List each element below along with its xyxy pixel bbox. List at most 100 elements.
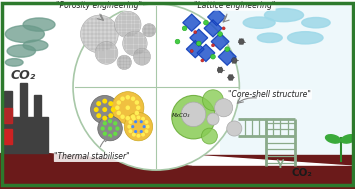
Ellipse shape: [194, 31, 197, 34]
Ellipse shape: [140, 130, 143, 133]
Ellipse shape: [218, 32, 223, 36]
Ellipse shape: [203, 20, 208, 25]
Ellipse shape: [81, 15, 118, 53]
Ellipse shape: [116, 100, 121, 105]
Polygon shape: [4, 83, 48, 153]
Ellipse shape: [103, 121, 107, 125]
Ellipse shape: [136, 134, 141, 138]
Text: CO₂: CO₂: [10, 69, 36, 82]
Text: "Thermal stabiliser": "Thermal stabiliser": [54, 152, 130, 161]
Ellipse shape: [341, 135, 355, 143]
Ellipse shape: [96, 113, 101, 118]
Polygon shape: [183, 14, 201, 31]
Ellipse shape: [202, 128, 217, 144]
Text: "Lattice engineering": "Lattice engineering": [193, 1, 275, 10]
Ellipse shape: [264, 9, 304, 22]
Ellipse shape: [231, 58, 237, 63]
Ellipse shape: [135, 100, 139, 105]
Ellipse shape: [243, 17, 275, 28]
Ellipse shape: [95, 42, 118, 64]
Ellipse shape: [23, 18, 55, 31]
Ellipse shape: [129, 129, 132, 133]
Ellipse shape: [131, 125, 134, 128]
Ellipse shape: [111, 107, 116, 112]
Ellipse shape: [136, 105, 141, 110]
Ellipse shape: [172, 95, 215, 139]
Ellipse shape: [108, 113, 113, 118]
Ellipse shape: [214, 99, 233, 117]
Ellipse shape: [239, 39, 244, 44]
Ellipse shape: [5, 26, 44, 43]
Text: MxCO₃: MxCO₃: [172, 113, 190, 118]
Polygon shape: [0, 153, 43, 189]
Ellipse shape: [115, 126, 120, 131]
Ellipse shape: [115, 105, 120, 110]
Polygon shape: [4, 108, 12, 123]
Polygon shape: [43, 153, 192, 189]
Ellipse shape: [326, 135, 340, 143]
Ellipse shape: [108, 126, 112, 131]
Ellipse shape: [132, 133, 136, 137]
FancyBboxPatch shape: [220, 4, 351, 155]
Ellipse shape: [196, 41, 201, 46]
Ellipse shape: [217, 67, 223, 73]
Ellipse shape: [227, 121, 242, 136]
Ellipse shape: [113, 132, 118, 136]
Ellipse shape: [133, 48, 151, 65]
Ellipse shape: [131, 115, 135, 119]
Ellipse shape: [201, 59, 204, 62]
Ellipse shape: [211, 54, 215, 59]
Ellipse shape: [102, 99, 107, 104]
Text: "Porosity engineering": "Porosity engineering": [56, 1, 142, 10]
Ellipse shape: [288, 32, 323, 44]
Ellipse shape: [182, 26, 187, 31]
Ellipse shape: [212, 44, 214, 47]
Text: CO₂: CO₂: [291, 168, 312, 178]
Ellipse shape: [207, 113, 219, 125]
Polygon shape: [186, 41, 204, 58]
Ellipse shape: [7, 45, 36, 57]
Ellipse shape: [225, 47, 230, 52]
Ellipse shape: [91, 95, 119, 124]
Polygon shape: [218, 48, 236, 65]
Ellipse shape: [112, 92, 144, 124]
Polygon shape: [197, 44, 215, 61]
Ellipse shape: [102, 107, 107, 112]
Ellipse shape: [136, 115, 141, 119]
Ellipse shape: [181, 102, 206, 127]
Ellipse shape: [144, 120, 148, 124]
Ellipse shape: [175, 39, 180, 44]
Ellipse shape: [141, 117, 145, 121]
Ellipse shape: [102, 116, 107, 121]
Ellipse shape: [116, 111, 121, 115]
Ellipse shape: [203, 90, 223, 111]
Polygon shape: [190, 29, 208, 46]
Ellipse shape: [126, 105, 130, 110]
Ellipse shape: [120, 96, 125, 101]
Ellipse shape: [126, 95, 130, 100]
Ellipse shape: [257, 33, 282, 43]
Ellipse shape: [5, 59, 23, 66]
Ellipse shape: [131, 96, 135, 101]
Ellipse shape: [98, 116, 122, 141]
Ellipse shape: [134, 130, 137, 133]
Polygon shape: [43, 155, 355, 189]
Ellipse shape: [120, 115, 125, 119]
Ellipse shape: [134, 120, 137, 123]
Ellipse shape: [141, 133, 145, 137]
Ellipse shape: [132, 117, 136, 121]
Ellipse shape: [144, 129, 148, 133]
Ellipse shape: [302, 18, 330, 28]
Ellipse shape: [108, 134, 112, 138]
Ellipse shape: [135, 111, 139, 115]
Ellipse shape: [23, 40, 48, 51]
Ellipse shape: [222, 27, 225, 30]
Ellipse shape: [228, 75, 234, 80]
Ellipse shape: [129, 120, 132, 124]
Ellipse shape: [124, 112, 153, 141]
Polygon shape: [211, 33, 229, 50]
Ellipse shape: [126, 116, 130, 120]
Ellipse shape: [127, 125, 131, 129]
Polygon shape: [0, 155, 355, 189]
Ellipse shape: [73, 4, 239, 170]
